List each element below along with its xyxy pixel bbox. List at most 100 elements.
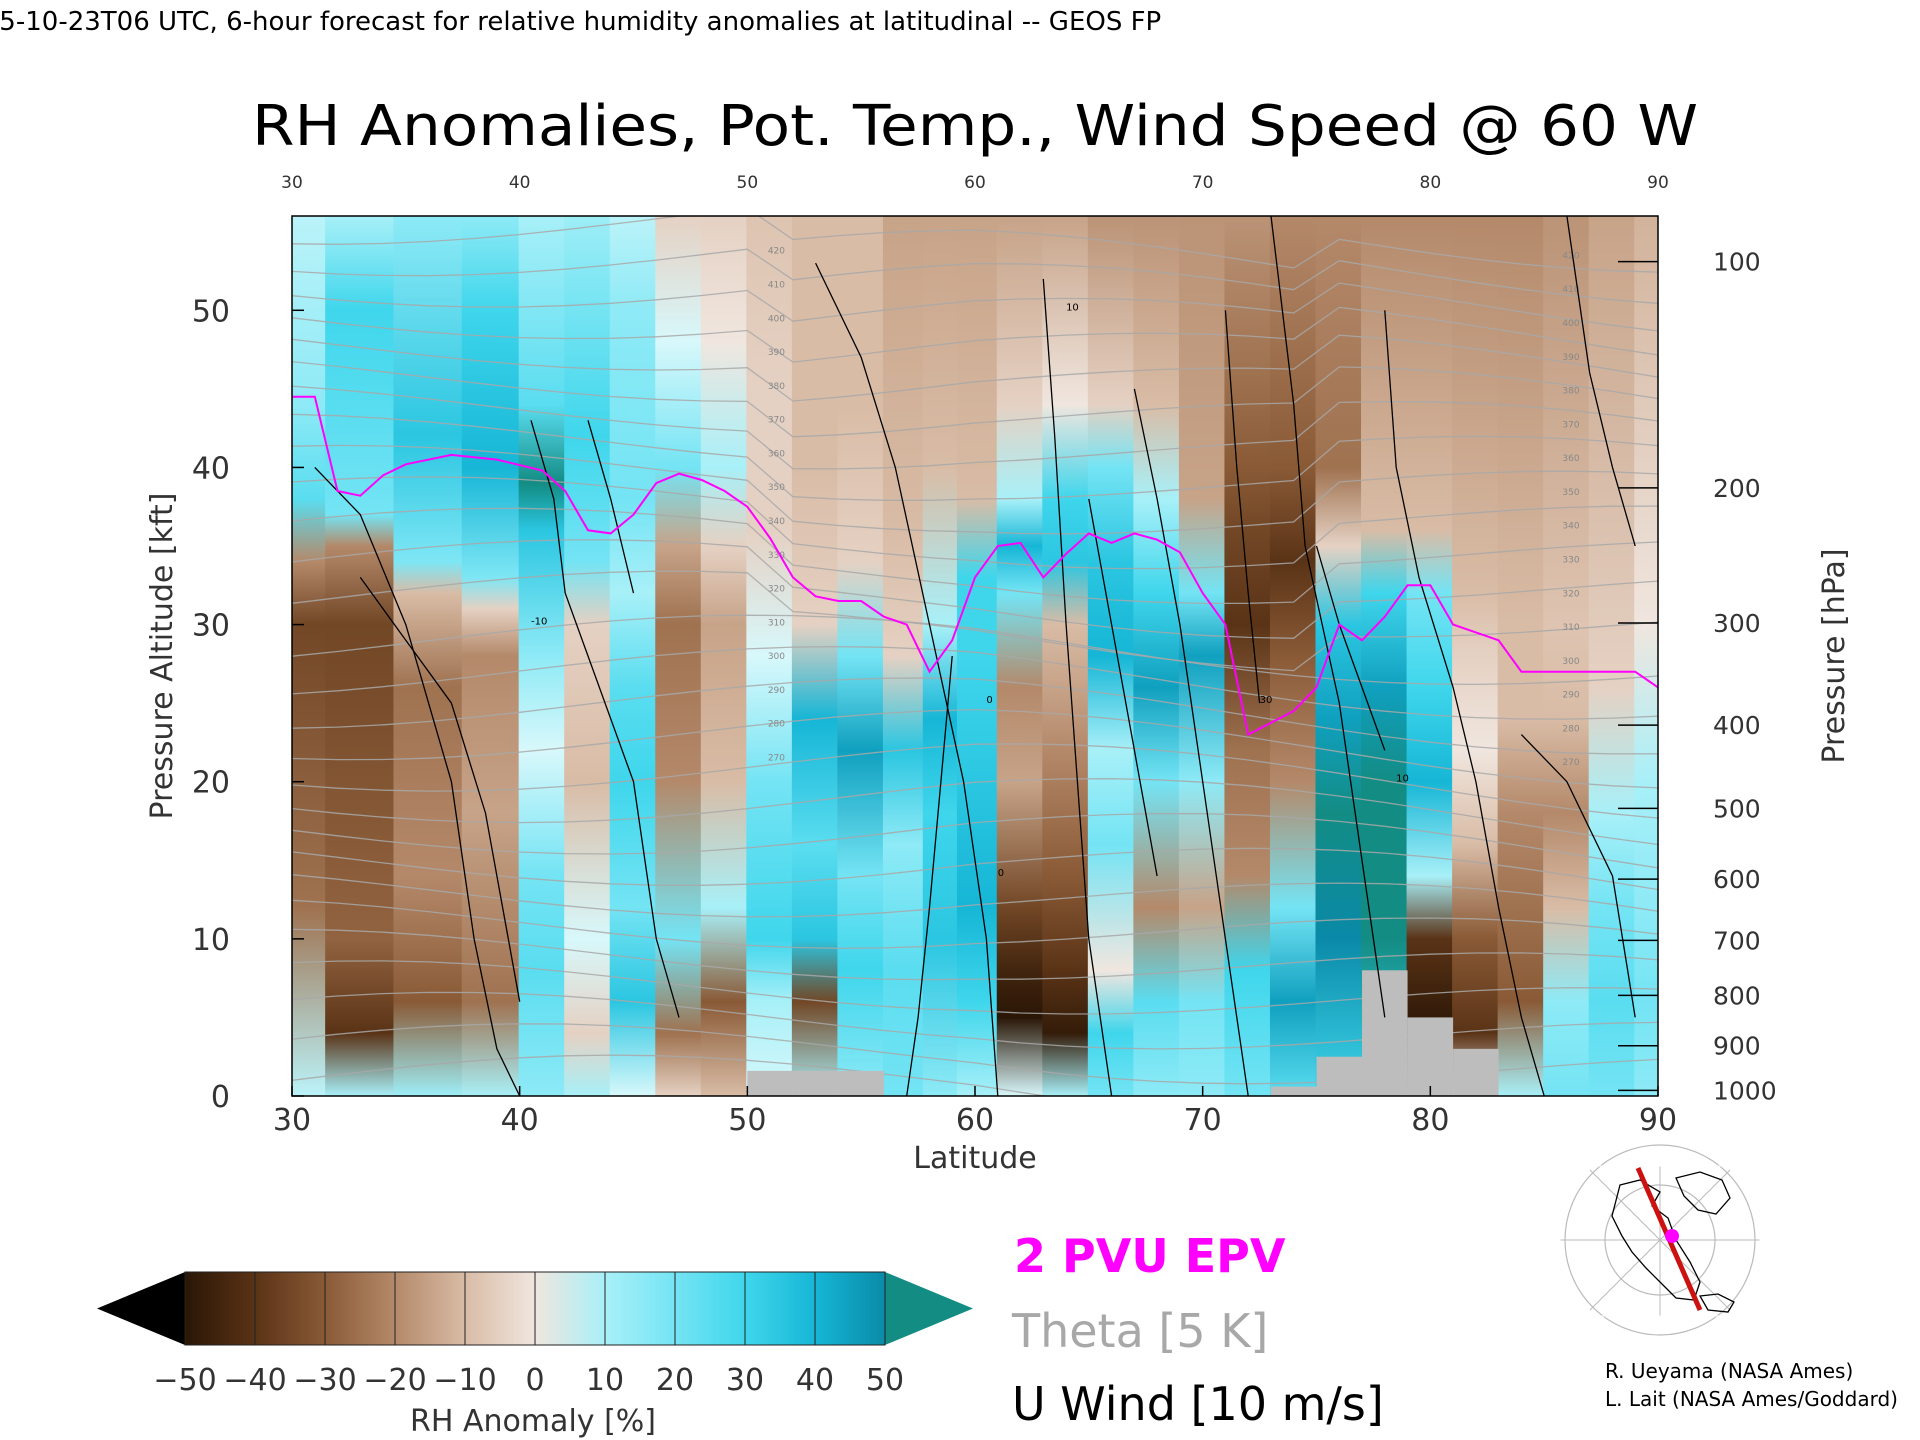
colorbar-segment [255, 1272, 326, 1345]
wind-label: 10 [1396, 774, 1409, 785]
theta-isentrope [292, 444, 1658, 535]
x-axis-top: 30 40 50 60 70 80 90 [281, 173, 1669, 193]
theta-label: 420 [768, 247, 785, 257]
y-tick-label: 20 [192, 766, 230, 801]
theta-label: 270 [768, 754, 785, 764]
colorbar-segment [745, 1272, 816, 1345]
legend-theta: Theta [5 K] [1011, 1304, 1268, 1358]
rh-anomaly-column [956, 216, 999, 1096]
x-axis: 30 40 50 60 70 80 90 [273, 1086, 1677, 1138]
y-tick-label: 40 [192, 451, 230, 486]
colorbar-tick-label: −40 [223, 1363, 286, 1398]
colorbar-segment [325, 1272, 396, 1345]
theta-label: 350 [768, 483, 785, 493]
colorbar-tick-label: −50 [153, 1363, 216, 1398]
theta-isentrope [292, 812, 1658, 869]
theta-label: 340 [768, 517, 785, 527]
colorbar-tick-label: 10 [586, 1363, 624, 1398]
map-point-60w [1665, 1229, 1679, 1243]
theta-isentrope [292, 677, 1658, 755]
pressure-tick-label: 900 [1713, 1032, 1761, 1061]
y-tick-label: 30 [192, 609, 230, 644]
x-top-tick-label: 50 [737, 173, 759, 193]
plot-area: 420 420 410 410 400 400 390 390 380 380 370 370 360 3… [292, 216, 1658, 1096]
theta-label: 270 [1562, 758, 1579, 768]
rh-anomaly-column [700, 216, 749, 1096]
theta-label: 360 [768, 449, 785, 459]
theta-label: 350 [1562, 488, 1579, 498]
wind-isotach [314, 466, 521, 1096]
terrain-block [1270, 1086, 1317, 1096]
theta-label: 400 [1562, 319, 1579, 329]
terrain-block [1407, 1017, 1454, 1096]
rh-anomaly-column [1178, 216, 1227, 1096]
y-axis-left: 0 10 20 30 40 50 [192, 294, 304, 1115]
pressure-tick-label: 1000 [1713, 1076, 1777, 1105]
theta-isentrope [292, 645, 1658, 720]
theta-label: 290 [768, 686, 785, 696]
theta-label: 320 [768, 585, 785, 595]
theta-label: 370 [768, 416, 785, 426]
theta-isentrope [292, 614, 1658, 686]
credit-line-1: R. Ueyama (NASA Ames) [1605, 1359, 1853, 1383]
theta-isentrope [292, 1054, 1051, 1096]
y-axis-right-label: Pressure [hPa] [1817, 548, 1852, 763]
y-axis-left-label: Pressure Altitude [kft] [145, 493, 180, 820]
theta-label: 300 [1562, 657, 1579, 667]
theta-label: 390 [1562, 353, 1579, 363]
wind-label: 0 [986, 695, 992, 706]
theta-contours: 420 420 410 410 400 400 390 390 380 380 370 370 360 3… [292, 216, 1658, 1096]
x-tick-label: 50 [728, 1103, 766, 1138]
theta-label: 380 [768, 382, 785, 392]
colorbar-segment [675, 1272, 746, 1345]
map-meridian [1589, 1169, 1731, 1311]
x-top-tick-label: 60 [964, 173, 986, 193]
colorbar-tick-label: −20 [363, 1363, 426, 1398]
rh-anomaly-column [1315, 216, 1364, 1096]
legend-wind: U Wind [10 m/s] [1012, 1377, 1384, 1431]
locator-map-frame [1559, 1165, 1761, 1317]
theta-isentrope [292, 360, 1658, 438]
theta-isentrope [292, 874, 1658, 918]
y-tick-label: 50 [192, 294, 230, 329]
colorbar-label: RH Anomaly [%] [410, 1404, 656, 1439]
x-top-tick-label: 90 [1647, 173, 1669, 193]
theta-isentrope [292, 960, 1658, 1015]
theta-label: 410 [768, 281, 785, 291]
colorbar-max-arrow [885, 1272, 973, 1345]
rh-anomaly-column [791, 216, 840, 1096]
wind-isotach [1566, 216, 1636, 547]
colorbar-tick-label: −30 [293, 1363, 356, 1398]
colorbar-tick-label: 50 [866, 1363, 904, 1398]
rh-anomaly-column [1497, 216, 1546, 1096]
theta-label: 280 [1562, 724, 1579, 734]
rh-anomaly-column [1588, 216, 1637, 1096]
theta-label: 380 [1562, 387, 1579, 397]
x-tick-label: 90 [1639, 1103, 1677, 1138]
surface-terrain [747, 970, 1499, 1096]
wind-isotach [815, 262, 999, 1096]
x-tick-label: 80 [1411, 1103, 1449, 1138]
colorbar-segment [185, 1272, 256, 1345]
colorbar-segment [465, 1272, 536, 1345]
wind-isotach [1384, 310, 1545, 1096]
valid-time-header: Valid 2025-10-23T06 UTC, 6-hour forecast… [0, 7, 1161, 37]
colorbar-tick-label: 40 [796, 1363, 834, 1398]
theta-label: 310 [768, 618, 785, 628]
colorbar-tick-label: 30 [726, 1363, 764, 1398]
pressure-tick-label: 800 [1713, 981, 1761, 1010]
x-top-tick-label: 80 [1420, 173, 1442, 193]
theta-label: 390 [768, 348, 785, 358]
theta-isentrope [292, 899, 1658, 949]
rh-anomaly-column [655, 216, 703, 1096]
y-axis-right: 100 200 300 400 500 600 700 800 900 1000 [1618, 248, 1777, 1105]
wind-isotach [1042, 278, 1113, 1096]
credit-line-2: L. Lait (NASA Ames/Goddard) [1605, 1387, 1898, 1411]
wind-isotach [1224, 310, 1261, 704]
colorbar: −50 −40 −30 −20 −10 0 10 20 30 40 50 [97, 1271, 973, 1398]
rh-anomaly-column [518, 216, 567, 1096]
theta-label: 360 [1562, 454, 1579, 464]
locator-map [1559, 1144, 1761, 1336]
pressure-tick-label: 300 [1713, 609, 1761, 638]
theta-label: 330 [1562, 556, 1579, 566]
